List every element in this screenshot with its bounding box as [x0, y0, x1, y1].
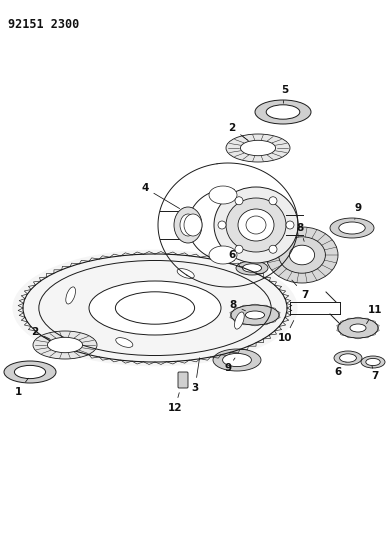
Ellipse shape	[209, 246, 237, 264]
Ellipse shape	[12, 249, 298, 366]
Text: 92151 2300: 92151 2300	[8, 18, 79, 31]
Ellipse shape	[330, 218, 374, 238]
Circle shape	[235, 245, 243, 253]
Ellipse shape	[223, 353, 251, 367]
Circle shape	[269, 245, 277, 253]
Ellipse shape	[180, 214, 196, 236]
Circle shape	[286, 221, 294, 229]
Ellipse shape	[213, 349, 261, 371]
Ellipse shape	[231, 305, 279, 325]
Text: 2: 2	[228, 123, 248, 140]
Text: 9: 9	[354, 203, 361, 220]
Ellipse shape	[89, 281, 221, 335]
Ellipse shape	[47, 337, 82, 353]
Ellipse shape	[366, 358, 380, 366]
Text: 8: 8	[230, 300, 245, 311]
Text: 4: 4	[141, 183, 180, 208]
Ellipse shape	[240, 140, 275, 156]
Ellipse shape	[334, 351, 362, 365]
Ellipse shape	[361, 356, 385, 368]
Ellipse shape	[174, 207, 202, 243]
Ellipse shape	[209, 186, 237, 204]
Ellipse shape	[236, 261, 268, 275]
Text: 3: 3	[191, 358, 200, 393]
Text: 11: 11	[366, 305, 382, 324]
Ellipse shape	[238, 209, 274, 241]
Text: 2: 2	[32, 327, 49, 339]
Ellipse shape	[339, 222, 365, 234]
Ellipse shape	[184, 214, 202, 236]
Text: 6: 6	[228, 250, 241, 263]
Text: 7: 7	[371, 366, 378, 381]
Ellipse shape	[266, 227, 338, 283]
Text: 5: 5	[281, 85, 289, 103]
Text: 7: 7	[292, 280, 309, 300]
Ellipse shape	[116, 337, 133, 348]
Text: 9: 9	[224, 358, 235, 373]
Text: 8: 8	[296, 223, 304, 241]
Ellipse shape	[226, 134, 290, 162]
Ellipse shape	[177, 269, 194, 278]
Ellipse shape	[33, 331, 97, 359]
Ellipse shape	[226, 198, 286, 252]
Ellipse shape	[4, 361, 56, 383]
Circle shape	[235, 197, 243, 205]
Ellipse shape	[266, 105, 300, 119]
Text: 10: 10	[278, 320, 294, 343]
Ellipse shape	[235, 312, 244, 329]
Text: 12: 12	[168, 393, 182, 413]
Circle shape	[218, 221, 226, 229]
Ellipse shape	[255, 100, 311, 124]
Text: 1: 1	[14, 378, 28, 397]
Ellipse shape	[350, 324, 366, 332]
FancyBboxPatch shape	[178, 372, 188, 388]
Ellipse shape	[66, 287, 75, 304]
Ellipse shape	[245, 311, 265, 319]
Ellipse shape	[289, 245, 315, 265]
Ellipse shape	[14, 366, 46, 378]
Ellipse shape	[338, 318, 378, 338]
Ellipse shape	[214, 187, 298, 263]
Text: 6: 6	[335, 362, 346, 377]
Ellipse shape	[242, 264, 261, 272]
Ellipse shape	[340, 354, 356, 362]
Circle shape	[269, 197, 277, 205]
